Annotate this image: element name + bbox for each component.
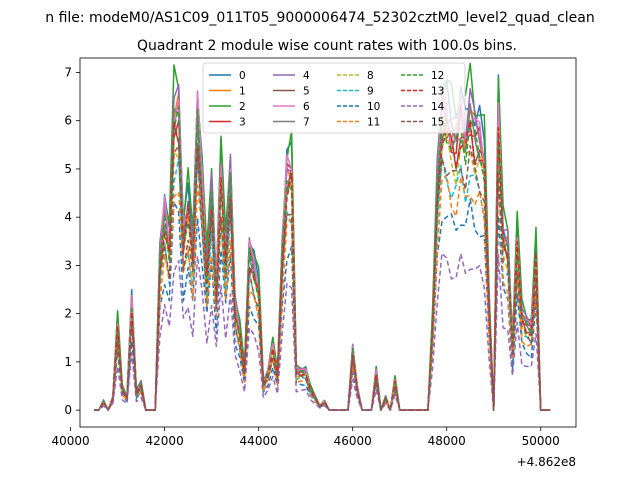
y-tick-label: 0: [64, 403, 72, 417]
y-tick-label: 3: [64, 258, 72, 272]
x-tick-label: 40000: [52, 434, 90, 448]
legend-label-0: 0: [239, 70, 246, 82]
plot-frame: [79, 57, 577, 428]
suptitle: n file: modeM0/AS1C09_011T05_9000006474_…: [45, 10, 594, 26]
legend-label-15: 15: [431, 117, 444, 129]
legend-label-10: 10: [367, 101, 380, 113]
legend-label-9: 9: [367, 86, 374, 98]
y-tick-label: 7: [64, 65, 72, 79]
series-layer: [94, 62, 551, 411]
series-line-10: [94, 198, 551, 411]
x-tick-label: 44000: [240, 434, 278, 448]
legend-box: [202, 62, 466, 134]
legend-label-5: 5: [303, 86, 310, 98]
y-tick-label: 5: [64, 162, 72, 176]
legend-label-7: 7: [303, 117, 310, 129]
series-line-15: [94, 144, 551, 411]
series-line-11: [94, 170, 551, 411]
legend-label-6: 6: [303, 101, 310, 113]
y-tick-label: 6: [64, 114, 72, 128]
legend-label-12: 12: [431, 70, 444, 82]
x-tick-label: 50000: [522, 434, 560, 448]
x-offset-label: +4.862e8: [517, 455, 576, 469]
y-axis: 0 1 2 3 4 5 6 7: [64, 65, 80, 417]
x-tick-label: 42000: [146, 434, 184, 448]
x-tick-label: 48000: [428, 434, 466, 448]
legend-label-8: 8: [367, 70, 374, 82]
legend-label-11: 11: [367, 117, 380, 129]
x-tick-label: 46000: [334, 434, 372, 448]
legend-label-2: 2: [239, 101, 246, 113]
chart-title: Quadrant 2 module wise count rates with …: [137, 38, 517, 54]
x-axis: 40000 42000 44000 46000 48000 50000: [52, 427, 560, 448]
legend-label-1: 1: [239, 86, 246, 98]
legend-label-3: 3: [239, 117, 246, 129]
legend-label-14: 14: [431, 101, 445, 113]
y-tick-label: 2: [64, 307, 72, 321]
legend-label-13: 13: [431, 86, 444, 98]
y-tick-label: 1: [64, 355, 72, 369]
series-line-14: [94, 252, 551, 411]
y-tick-label: 4: [64, 210, 72, 224]
legend-label-4: 4: [303, 70, 310, 82]
